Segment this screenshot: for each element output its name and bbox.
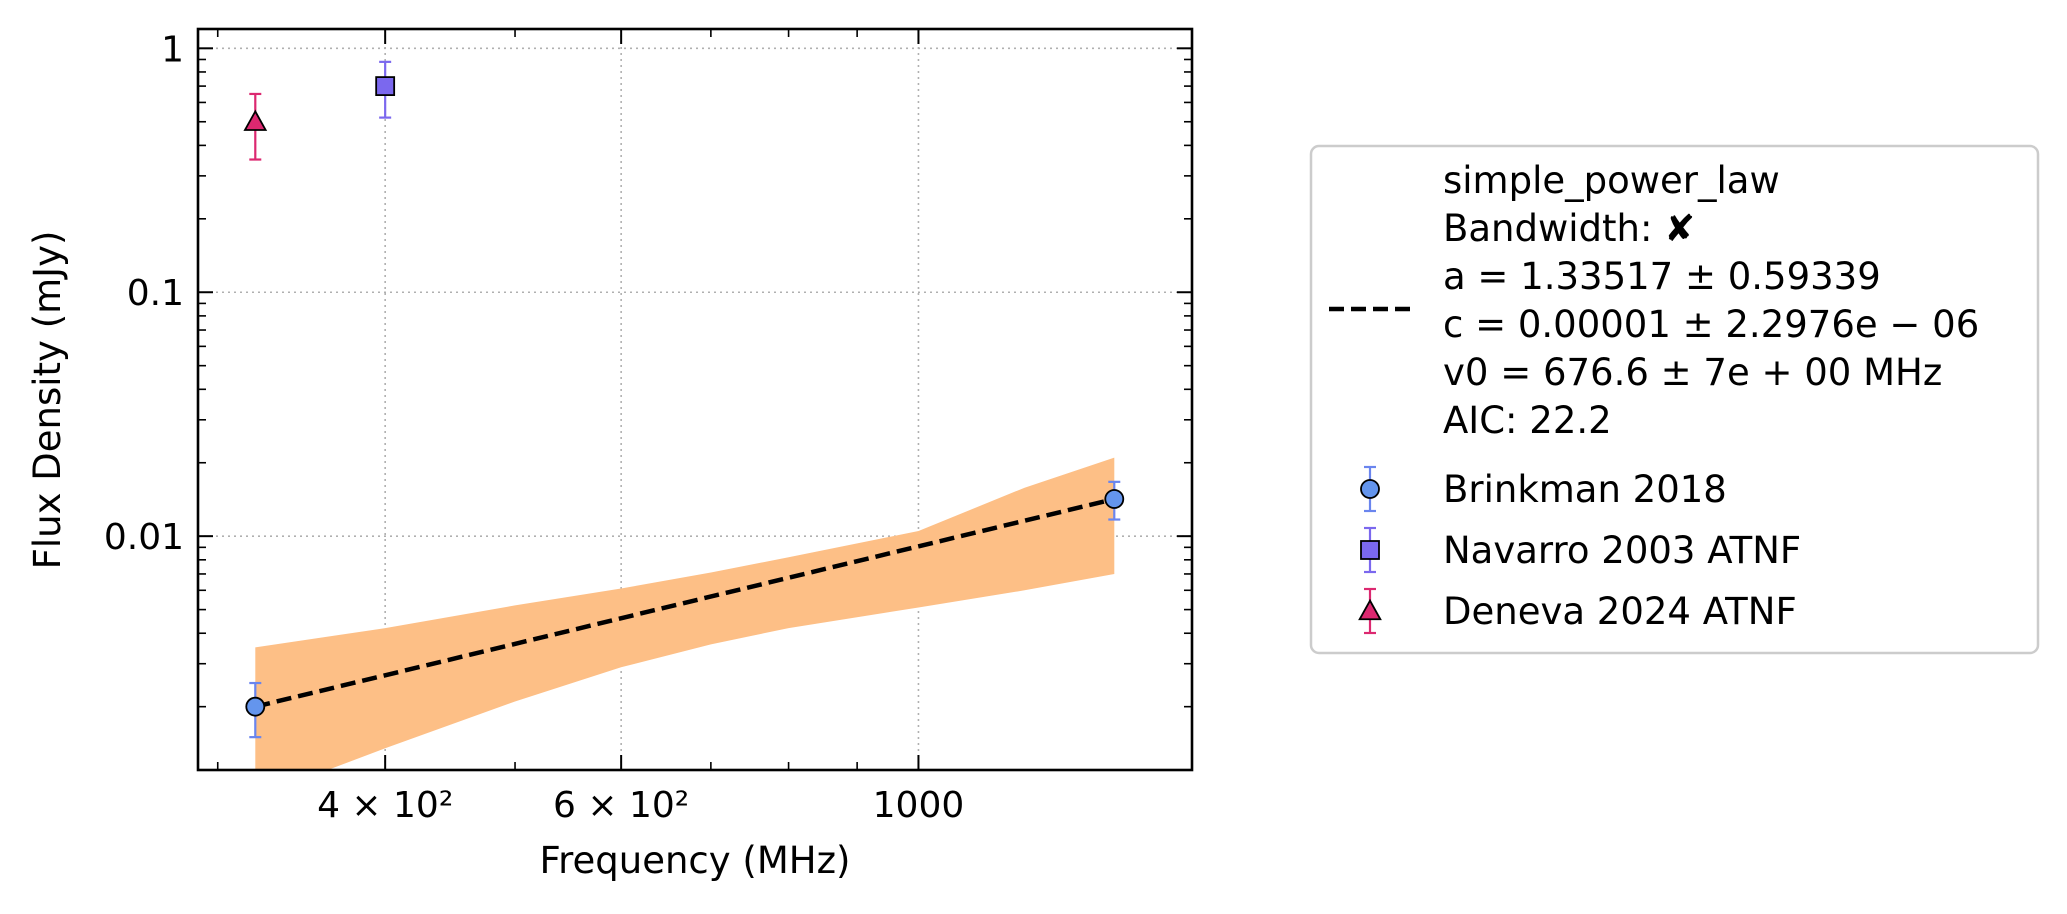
x-tick-label: 6 × 10² xyxy=(553,785,689,826)
fit-line-layer xyxy=(254,496,1115,709)
plot-frame xyxy=(196,27,1194,772)
data-points-layer xyxy=(243,60,1125,739)
axis-tick-labels: 4 × 10² 6 × 10² 1000 0.01 0.1 1 xyxy=(104,29,964,826)
legend-series-label: Brinkman 2018 xyxy=(1443,468,1727,511)
y-axis-label: Flux Density (mJy) xyxy=(26,231,69,570)
legend-fit-line-text: v0 = 676.6 ± 7e + 00 MHz xyxy=(1443,351,1942,394)
y-tick-label: 1 xyxy=(161,29,184,70)
x-tick-label: 1000 xyxy=(873,785,965,826)
y-tick-label: 0.1 xyxy=(127,273,184,314)
legend-series: Brinkman 2018 Navarro 2003 ATNF Deneva 202… xyxy=(1358,465,1801,635)
legend-fit-line-text: simple_power_law xyxy=(1443,159,1780,202)
data-point-circle xyxy=(1104,489,1125,509)
x-axis-label: Frequency (MHz) xyxy=(540,839,851,882)
legend-fit-line-text: c = 0.00001 ± 2.2976e − 06 xyxy=(1443,303,1979,346)
y-tick-label: 0.01 xyxy=(104,517,184,558)
fit-uncertainty-band xyxy=(255,457,1115,770)
data-point-circle xyxy=(245,696,266,717)
fit-line xyxy=(254,496,1115,709)
legend-fit-line-text: a = 1.33517 ± 0.59339 xyxy=(1443,255,1881,298)
legend-fit-text: simple_power_law Bandwidth: ✘ a = 1.33517 … xyxy=(1443,159,1979,442)
legend-marker-triangle xyxy=(1358,598,1382,621)
legend-box xyxy=(1309,144,2040,655)
legend-series-label: Navarro 2003 ATNF xyxy=(1443,529,1801,572)
axis-ticks xyxy=(198,29,1192,770)
x-tick-label: 4 × 10² xyxy=(317,785,453,826)
legend-series-label: Deneva 2024 ATNF xyxy=(1443,590,1797,633)
legend-marker-circle xyxy=(1360,479,1380,499)
legend-fit-line-text: Bandwidth: ✘ xyxy=(1443,207,1695,250)
legend: simple_power_law Bandwidth: ✘ a = 1.33517 … xyxy=(1309,144,2040,655)
legend-fit-line-text: AIC: 22.2 xyxy=(1443,399,1612,442)
fit-uncertainty-band-layer xyxy=(255,457,1115,770)
legend-marker-square xyxy=(1360,540,1380,560)
data-point-triangle xyxy=(243,109,268,131)
data-point-square xyxy=(375,76,396,96)
